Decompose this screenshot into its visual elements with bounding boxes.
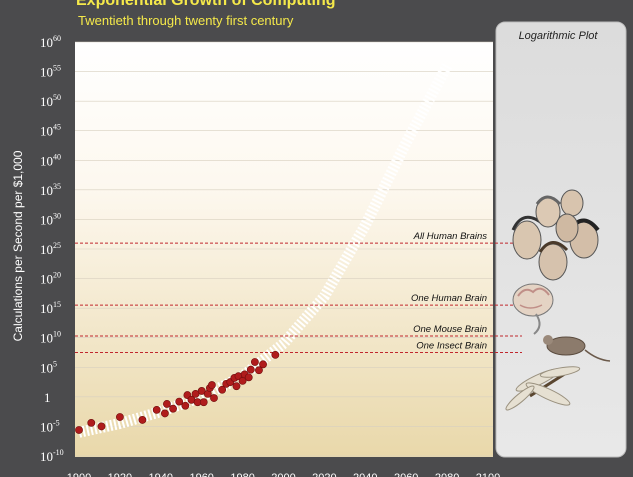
y-tick-label: 1060 — [40, 34, 61, 50]
x-tick-label: 1920 — [108, 472, 132, 477]
data-point — [210, 394, 218, 402]
human-faces-icon — [511, 189, 600, 281]
data-point — [97, 422, 106, 431]
reference-line-label: One Mouse Brain — [413, 324, 487, 335]
data-point — [138, 416, 147, 424]
chart-subtitle: Twentieth through twenty first century — [78, 13, 294, 28]
x-tick-label: 1980 — [230, 472, 254, 477]
x-tick-label: 1900 — [67, 472, 91, 477]
data-point — [244, 373, 253, 382]
x-tick-label: 2080 — [435, 472, 459, 477]
reference-line-label: One Insect Brain — [416, 341, 487, 352]
y-tick-label: 1010 — [40, 330, 61, 346]
data-point — [250, 358, 259, 366]
y-tick-label: 1055 — [40, 64, 61, 80]
dragonfly-icon — [505, 366, 581, 411]
y-tick-label: 1040 — [40, 152, 61, 168]
x-tick-label: 2020 — [312, 472, 336, 477]
x-tick-label: 2060 — [394, 472, 418, 477]
data-point — [181, 401, 190, 410]
data-point — [160, 409, 169, 418]
data-point — [208, 381, 216, 389]
side-panel-title: Logarithmic Plot — [518, 30, 598, 42]
data-point — [116, 413, 124, 421]
mouse-icon — [543, 335, 611, 362]
y-tick-label: 10-5 — [40, 418, 60, 434]
data-point — [271, 350, 280, 359]
y-tick-label: 1050 — [40, 93, 61, 109]
data-point — [232, 382, 241, 391]
x-tick-label: 2100 — [476, 472, 500, 477]
y-tick-label: 1 — [44, 390, 51, 405]
plot-area — [75, 42, 493, 457]
data-point — [163, 400, 171, 408]
y-tick-label: 1030 — [40, 211, 61, 227]
data-point — [75, 426, 83, 434]
y-axis-label: Calculations per Second per $1,000 — [11, 150, 25, 341]
data-point — [218, 385, 227, 394]
y-tick-label: 1020 — [40, 271, 61, 287]
trend-curve — [77, 63, 452, 438]
y-tick-label: 10-10 — [40, 448, 64, 464]
data-point — [152, 405, 161, 414]
chart-title: Exponential Growth of Computing — [76, 0, 336, 9]
reference-line-label: One Human Brain — [411, 293, 487, 304]
data-point — [255, 366, 263, 375]
y-tick-label: 1015 — [40, 300, 61, 316]
data-point — [199, 398, 208, 407]
data-point — [87, 418, 96, 427]
x-tick-label: 2040 — [353, 472, 377, 477]
y-tick-label: 105 — [40, 359, 57, 375]
human-brain-icon — [512, 283, 554, 335]
data-point — [246, 365, 255, 374]
data-point — [169, 404, 177, 413]
y-tick-label: 1025 — [40, 241, 61, 257]
y-tick-label: 1035 — [40, 182, 61, 198]
x-tick-label: 1940 — [149, 472, 173, 477]
y-tick-label: 1045 — [40, 123, 61, 139]
reference-line-label: All Human Brains — [413, 231, 488, 242]
x-tick-label: 2000 — [271, 472, 295, 477]
x-tick-label: 1960 — [189, 472, 213, 477]
data-point — [175, 397, 184, 406]
data-point — [259, 360, 267, 369]
